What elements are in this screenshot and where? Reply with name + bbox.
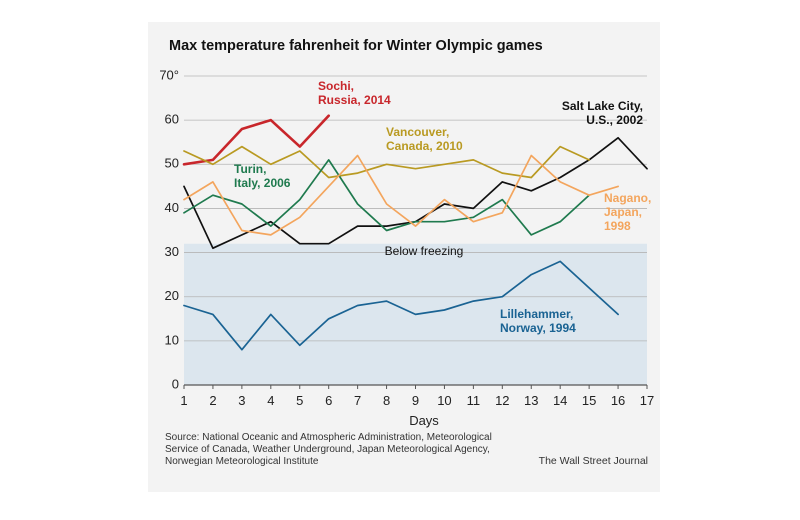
series-lines bbox=[182, 114, 648, 351]
series-labels: Sochi, Russia, 2014 Salt Lake City, U.S., 2… bbox=[234, 79, 651, 335]
x-tick-label: 16 bbox=[611, 393, 625, 408]
series-label-sochi: Sochi, Russia, 2014 bbox=[318, 79, 391, 107]
series-label-lillehammer: Lillehammer, Norway, 1994 bbox=[500, 307, 576, 335]
x-tick-label: 1 bbox=[180, 393, 187, 408]
x-tick-label: 11 bbox=[467, 393, 481, 408]
y-tick-label: 60 bbox=[165, 112, 179, 127]
publisher-credit: The Wall Street Journal bbox=[538, 455, 648, 467]
x-tick-label: 12 bbox=[495, 393, 509, 408]
y-tick-label: 70° bbox=[159, 67, 179, 82]
x-tick-label: 15 bbox=[582, 393, 596, 408]
x-tick-label: 8 bbox=[383, 393, 390, 408]
x-tick-label: 14 bbox=[553, 393, 567, 408]
x-tick-label: 10 bbox=[437, 393, 451, 408]
x-tick-label: 3 bbox=[238, 393, 245, 408]
source-note: Source: National Oceanic and Atmospheric… bbox=[165, 432, 492, 467]
x-axis-label: Days bbox=[409, 413, 439, 428]
y-tick-label: 50 bbox=[165, 156, 179, 171]
y-axis-ticks: 0 10 20 30 40 50 60 70° bbox=[159, 67, 179, 391]
x-tick-label: 9 bbox=[412, 393, 419, 408]
y-tick-label: 10 bbox=[165, 332, 179, 347]
y-tick-label: 30 bbox=[165, 244, 179, 259]
series-label-turin: Turin, Italy, 2006 bbox=[234, 162, 291, 190]
series-label-salt-lake-city: Salt Lake City, U.S., 2002 bbox=[562, 99, 643, 127]
below-freezing-label: Below freezing bbox=[385, 244, 464, 258]
x-tick-label: 13 bbox=[524, 393, 538, 408]
x-tick-label: 4 bbox=[267, 393, 274, 408]
series-line-lillehammer bbox=[183, 260, 619, 351]
gridlines bbox=[184, 75, 647, 386]
y-tick-label: 20 bbox=[165, 288, 179, 303]
x-tick-label: 6 bbox=[325, 393, 332, 408]
y-tick-label: 0 bbox=[172, 376, 179, 391]
series-label-nagano: Nagano, Japan, 1998 bbox=[604, 191, 651, 233]
x-tick-label: 5 bbox=[296, 393, 303, 408]
chart-title: Max temperature fahrenheit for Winter Ol… bbox=[169, 38, 543, 54]
x-axis-ticks: 1 2 3 4 5 6 7 8 9 10 11 12 13 14 15 16 17 bbox=[180, 385, 654, 408]
x-tick-label: 17 bbox=[640, 393, 654, 408]
x-tick-label: 7 bbox=[354, 393, 361, 408]
y-tick-label: 40 bbox=[165, 200, 179, 215]
series-label-vancouver: Vancouver, Canada, 2010 bbox=[386, 125, 463, 153]
x-tick-label: 2 bbox=[209, 393, 216, 408]
series-line-turin bbox=[183, 159, 590, 236]
series-line-sochi bbox=[182, 114, 331, 166]
series-line-nagano bbox=[183, 154, 619, 236]
